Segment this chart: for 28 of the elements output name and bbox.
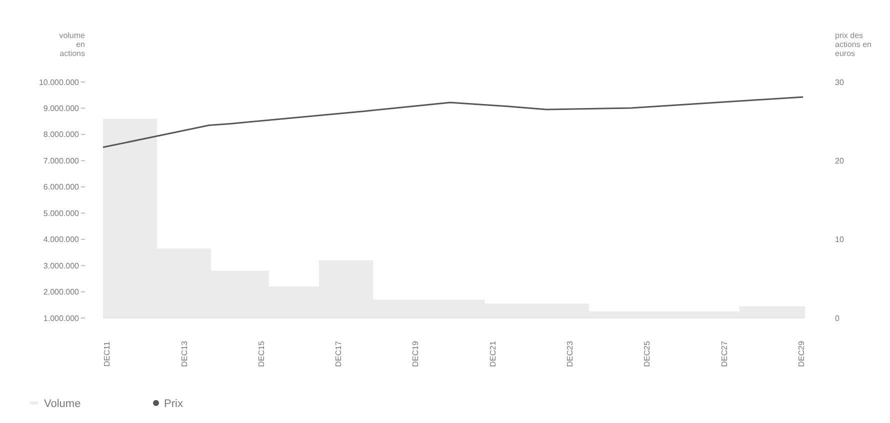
x-tick-label: DEC15 [256,340,266,367]
x-tick-label: DEC29 [796,340,806,367]
x-tick-label: DEC17 [334,340,344,367]
y-tick-label: 5.000.000 [43,208,80,218]
x-tick-label: DEC25 [642,340,652,367]
y-tick-label: 8.000.000 [43,130,80,140]
y-tick-label: 1.000.000 [43,314,80,323]
x-tick-label: DEC11 [102,340,112,367]
y-tick-label: 4.000.000 [43,235,80,244]
y2-tick-label: 30 [835,78,844,87]
legend-label: Volume [44,398,81,410]
y-tick-label: 2.000.000 [43,288,80,297]
y-tick-label: 10.000.000 [38,78,80,87]
y-tick-label: 7.000.000 [43,156,80,166]
y-tick-label: 3.000.000 [43,261,80,270]
y2-tick-label: 10 [835,235,844,244]
y-axis-title: volume en actions [59,31,86,58]
y-tick-label: 6.000.000 [43,182,80,192]
x-tick-label: DEC23 [566,340,575,367]
y-tick-label: 9.000.000 [43,104,80,114]
legend-label: Prix [164,398,184,410]
x-tick-label: DEC19 [411,340,420,367]
y2-axis-title: prix des actions en euros [835,31,872,58]
x-tick-label: DEC13 [180,340,189,367]
x-tick-label: DEC27 [720,340,729,367]
y2-tick-label: 0 [835,314,840,323]
x-tick-label: DEC21 [488,340,498,367]
y2-tick-label: 20 [835,156,844,166]
